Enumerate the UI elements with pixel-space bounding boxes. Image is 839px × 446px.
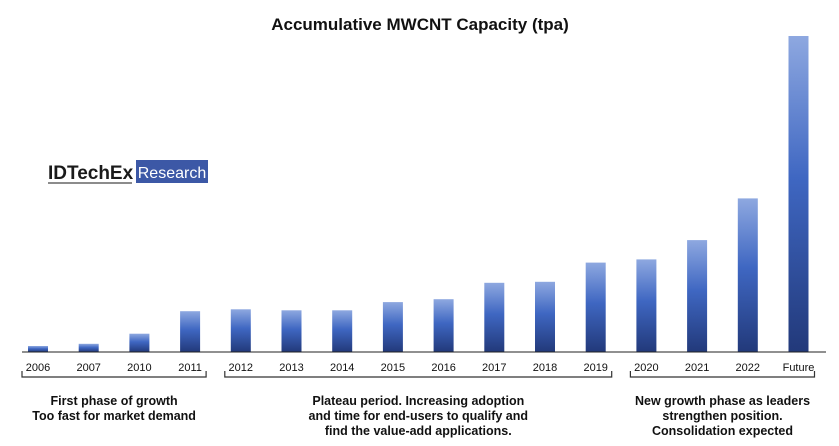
tick-label-2014: 2014 [330,362,354,374]
tick-label-2013: 2013 [279,362,303,374]
tick-label-future: Future [783,362,815,374]
bar-2010 [129,333,150,352]
bar-2019 [585,262,606,352]
logo-badge-text: Research [138,165,206,182]
bar-2017 [484,282,505,352]
bar-2006 [28,346,48,352]
tick-label-2011: 2011 [178,362,202,374]
phase-3-line-2: strengthen position. [662,409,782,423]
chart-title: Accumulative MWCNT Capacity (tpa) [271,15,569,34]
phase-2-line-3: find the value-add applications. [325,424,512,438]
bar-2022 [737,198,758,352]
tick-label-2015: 2015 [381,362,405,374]
idtechex-logo: IDTechEx Research [48,160,208,184]
bar-2021 [687,240,708,352]
bar-future [788,36,809,352]
bar-2012 [230,309,251,352]
x-tick-labels: 2006 2007 2010 2011 2012 2013 2014 2015 2016 2017… [26,362,815,374]
bar-2013 [281,310,302,352]
tick-label-2006: 2006 [26,362,50,374]
bar-2020 [636,259,657,352]
bar-2014 [332,310,353,352]
phase-2-line-2: and time for end-users to qualify and [309,409,528,423]
phase-3-line-1: New growth phase as leaders [635,394,810,408]
tick-label-2020: 2020 [634,362,658,374]
bar-series [28,36,809,352]
tick-label-2012: 2012 [229,362,253,374]
bar-2016 [433,299,454,352]
phase-bracket-3 [629,371,816,378]
tick-label-2022: 2022 [736,362,760,374]
bar-2011 [180,311,201,352]
bar-2015 [382,302,403,352]
tick-label-2021: 2021 [685,362,709,374]
logo-name: IDTechEx [48,163,134,184]
logo-badge [136,160,208,183]
phase-2-line-1: Plateau period. Increasing adoption [312,394,524,408]
tick-label-2007: 2007 [76,362,100,374]
tick-label-2016: 2016 [431,362,455,374]
tick-label-2010: 2010 [127,362,151,374]
bar-2018 [535,281,555,352]
phase-1-line-2: Too fast for market demand [32,409,196,423]
tick-label-2018: 2018 [533,362,557,374]
phase-bracket-2 [224,371,613,378]
phase-bracket-1 [21,371,207,378]
tick-label-2019: 2019 [583,362,607,374]
phase-3-line-3: Consolidation expected [652,424,793,438]
phase-1-line-1: First phase of growth [51,394,178,408]
bar-2007 [78,343,99,352]
tick-label-2017: 2017 [482,362,506,374]
